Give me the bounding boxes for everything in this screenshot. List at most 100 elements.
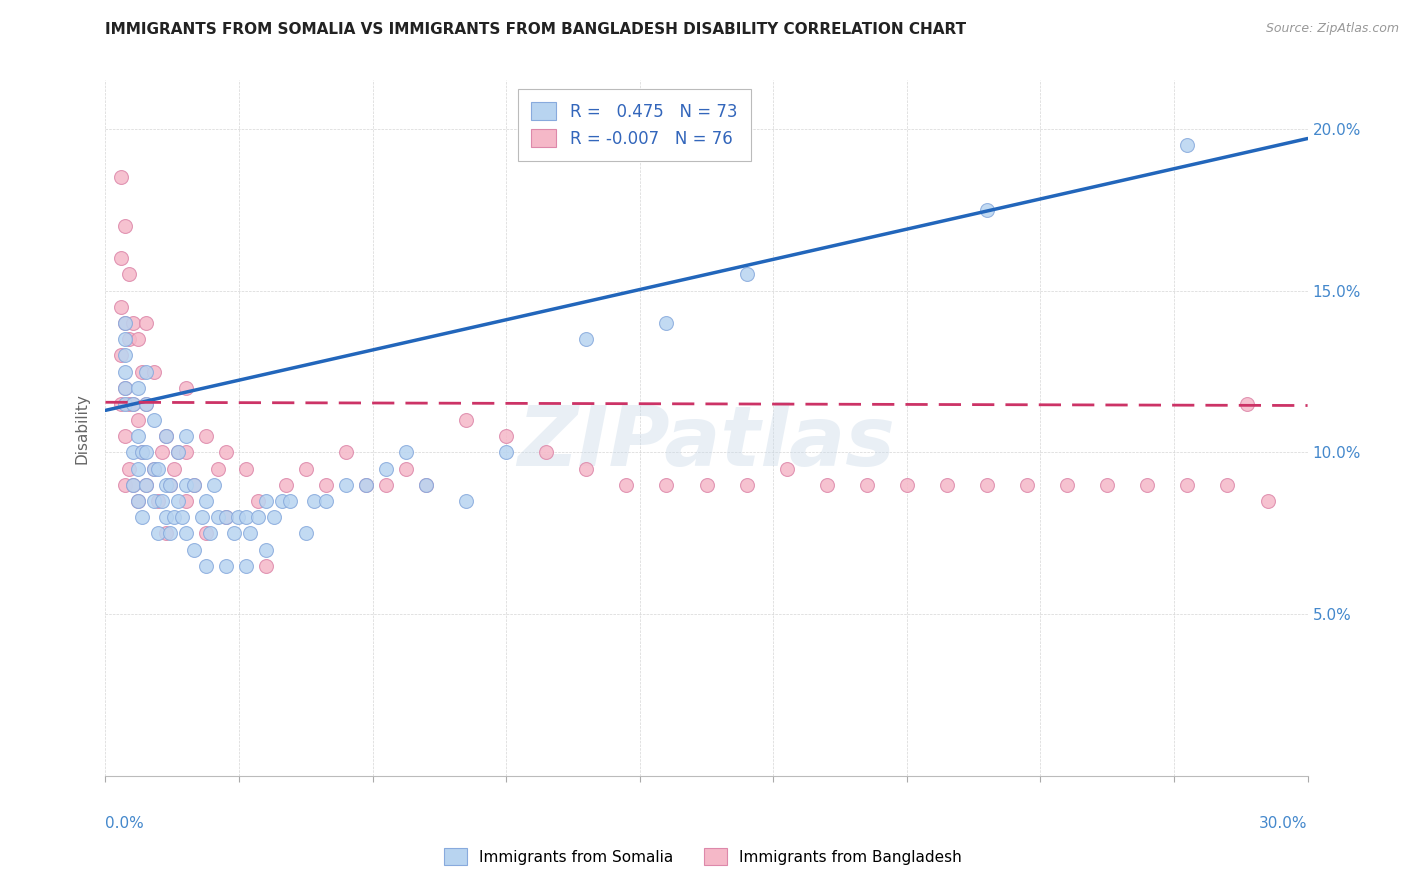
Point bbox=[114, 397, 136, 411]
Point bbox=[122, 316, 145, 330]
Point bbox=[226, 510, 249, 524]
Point bbox=[110, 348, 132, 362]
Point bbox=[127, 494, 149, 508]
Point bbox=[696, 477, 718, 491]
Point bbox=[150, 445, 173, 459]
Point bbox=[936, 477, 959, 491]
Point bbox=[110, 300, 132, 314]
Text: 30.0%: 30.0% bbox=[1260, 816, 1308, 831]
Point bbox=[235, 510, 257, 524]
Point bbox=[655, 316, 678, 330]
Point bbox=[135, 477, 157, 491]
Point bbox=[155, 477, 177, 491]
Point bbox=[122, 477, 145, 491]
Point bbox=[1177, 477, 1199, 491]
Point bbox=[174, 381, 197, 395]
Point bbox=[131, 365, 153, 379]
Point bbox=[114, 348, 136, 362]
Point bbox=[114, 381, 136, 395]
Point bbox=[127, 381, 149, 395]
Point bbox=[122, 397, 145, 411]
Point bbox=[114, 316, 136, 330]
Point bbox=[110, 252, 132, 266]
Point bbox=[1236, 397, 1258, 411]
Point bbox=[183, 542, 205, 557]
Point bbox=[207, 461, 229, 475]
Point bbox=[1056, 477, 1078, 491]
Text: Source: ZipAtlas.com: Source: ZipAtlas.com bbox=[1265, 22, 1399, 36]
Point bbox=[302, 494, 325, 508]
Point bbox=[295, 526, 318, 541]
Point bbox=[166, 494, 188, 508]
Point bbox=[142, 494, 165, 508]
Point bbox=[315, 494, 337, 508]
Point bbox=[146, 461, 169, 475]
Point bbox=[183, 477, 205, 491]
Point bbox=[278, 494, 301, 508]
Point bbox=[159, 477, 181, 491]
Point bbox=[114, 332, 136, 346]
Point bbox=[235, 461, 257, 475]
Point bbox=[146, 494, 169, 508]
Text: IMMIGRANTS FROM SOMALIA VS IMMIGRANTS FROM BANGLADESH DISABILITY CORRELATION CHA: IMMIGRANTS FROM SOMALIA VS IMMIGRANTS FR… bbox=[105, 22, 966, 37]
Point bbox=[131, 445, 153, 459]
Point bbox=[315, 477, 337, 491]
Point bbox=[235, 558, 257, 573]
Point bbox=[274, 477, 297, 491]
Point bbox=[1257, 494, 1279, 508]
Point bbox=[135, 397, 157, 411]
Point bbox=[395, 461, 418, 475]
Point bbox=[174, 445, 197, 459]
Point bbox=[395, 445, 418, 459]
Point bbox=[114, 381, 136, 395]
Point bbox=[118, 268, 141, 282]
Point bbox=[155, 510, 177, 524]
Point bbox=[575, 461, 598, 475]
Point bbox=[110, 397, 132, 411]
Point bbox=[127, 413, 149, 427]
Point bbox=[214, 510, 236, 524]
Point bbox=[194, 526, 217, 541]
Point bbox=[122, 477, 145, 491]
Point bbox=[194, 429, 217, 443]
Point bbox=[254, 542, 277, 557]
Point bbox=[118, 461, 141, 475]
Legend: R =   0.475   N = 73, R = -0.007   N = 76: R = 0.475 N = 73, R = -0.007 N = 76 bbox=[519, 88, 751, 161]
Point bbox=[127, 461, 149, 475]
Point bbox=[415, 477, 437, 491]
Point bbox=[194, 558, 217, 573]
Point bbox=[896, 477, 918, 491]
Point bbox=[295, 461, 318, 475]
Point bbox=[735, 268, 758, 282]
Point bbox=[166, 445, 188, 459]
Point bbox=[194, 494, 217, 508]
Point bbox=[162, 510, 184, 524]
Point bbox=[135, 445, 157, 459]
Point bbox=[575, 332, 598, 346]
Point bbox=[335, 445, 357, 459]
Point bbox=[254, 558, 277, 573]
Point bbox=[239, 526, 262, 541]
Text: ZIPatlas: ZIPatlas bbox=[517, 401, 896, 483]
Point bbox=[335, 477, 357, 491]
Point bbox=[159, 526, 181, 541]
Point bbox=[142, 461, 165, 475]
Point bbox=[776, 461, 799, 475]
Legend: Immigrants from Somalia, Immigrants from Bangladesh: Immigrants from Somalia, Immigrants from… bbox=[439, 842, 967, 871]
Point bbox=[127, 332, 149, 346]
Point bbox=[1097, 477, 1119, 491]
Point bbox=[495, 429, 517, 443]
Point bbox=[270, 494, 292, 508]
Point bbox=[135, 316, 157, 330]
Point bbox=[150, 494, 173, 508]
Point bbox=[214, 510, 236, 524]
Point bbox=[118, 332, 141, 346]
Point bbox=[122, 397, 145, 411]
Point bbox=[202, 477, 225, 491]
Point bbox=[354, 477, 377, 491]
Point bbox=[135, 477, 157, 491]
Point bbox=[214, 445, 236, 459]
Point bbox=[374, 461, 398, 475]
Point bbox=[190, 510, 212, 524]
Point bbox=[454, 494, 477, 508]
